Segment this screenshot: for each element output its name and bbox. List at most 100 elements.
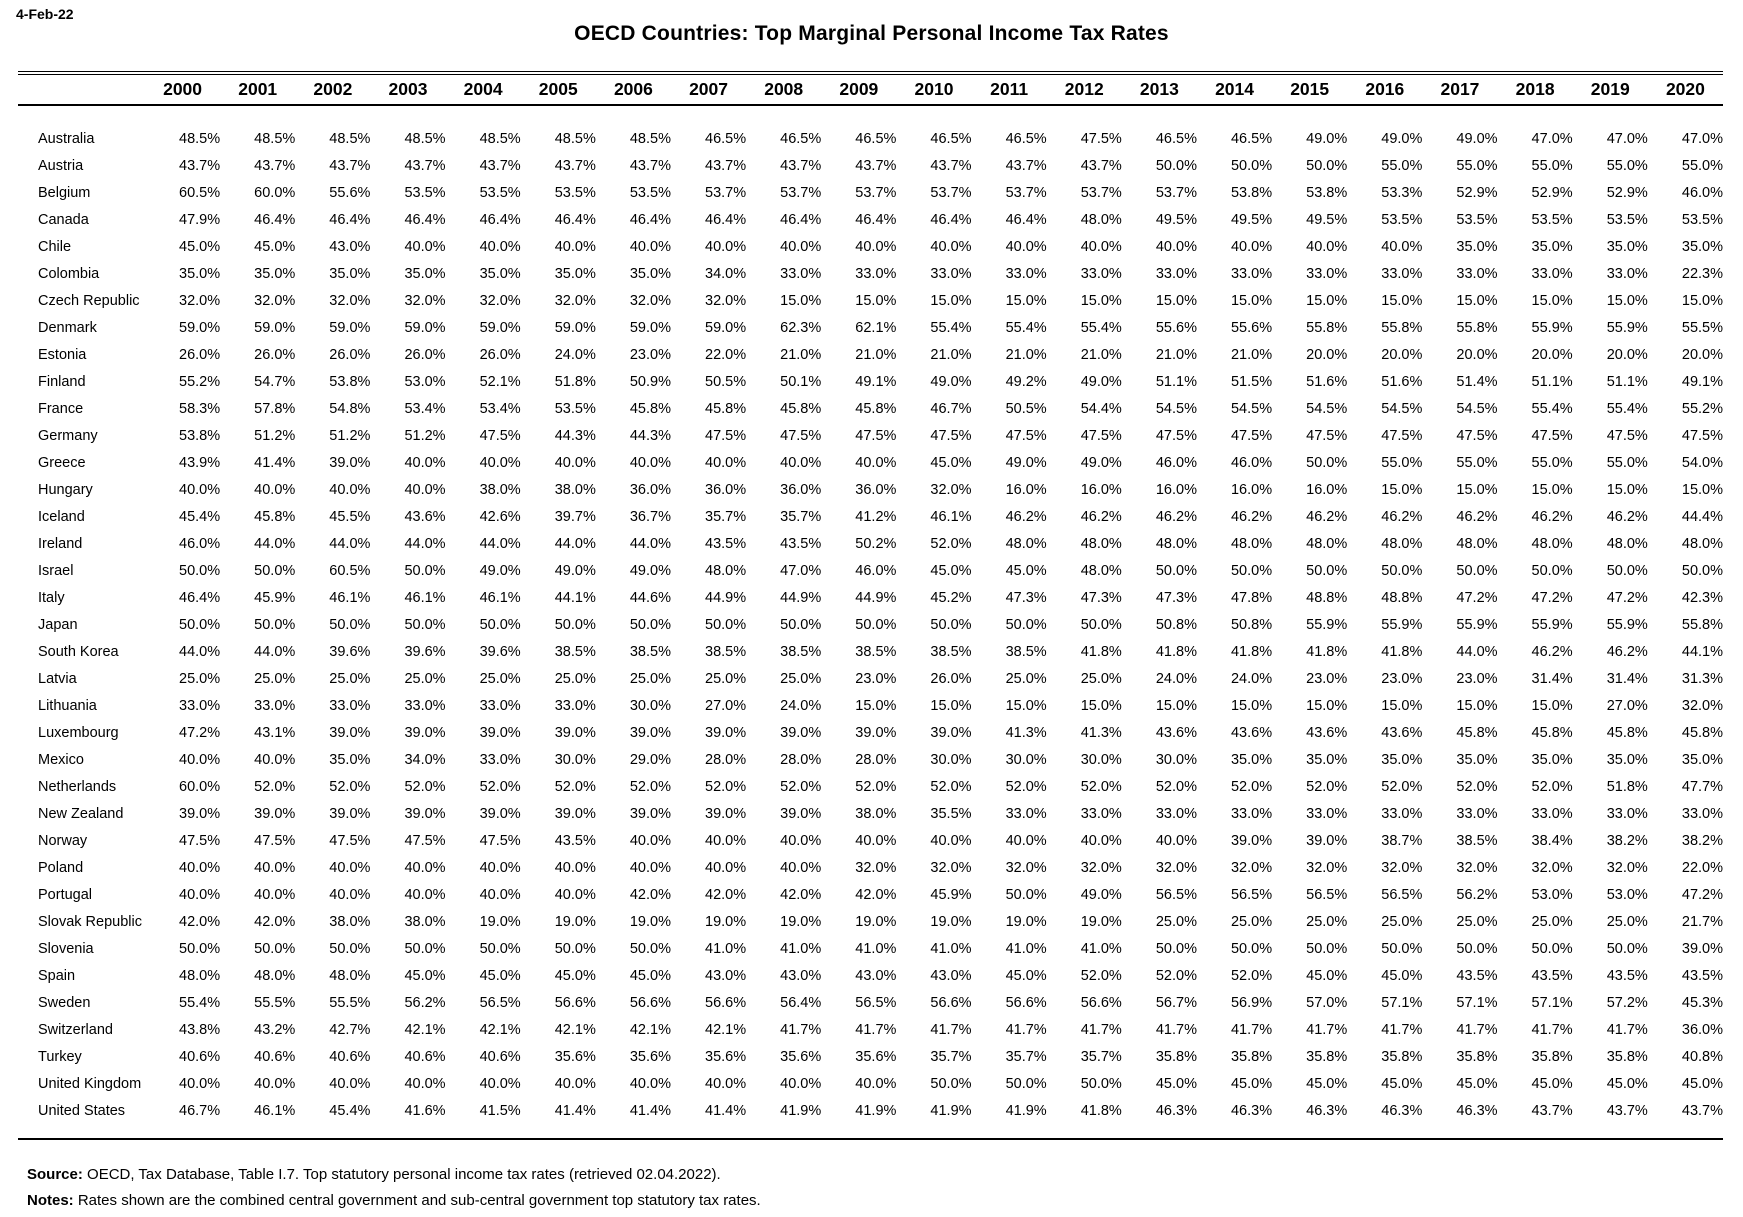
- rate-cell: 33.0%: [930, 266, 972, 282]
- rate-cell: 47.0%: [1606, 131, 1648, 147]
- rate-cell: 33.0%: [479, 752, 521, 768]
- rate-cell: 48.0%: [1681, 536, 1723, 552]
- rate-cell: 55.0%: [1381, 158, 1423, 174]
- table-row: Estonia 26.0% 26.0% 26.0% 26.0% 26.0% 24.0% 23.…: [18, 342, 1723, 369]
- rate-cell: 42.0%: [855, 887, 897, 903]
- rate-cell: 16.0%: [1306, 482, 1348, 498]
- rate-cell: 40.0%: [554, 887, 596, 903]
- rate-cell: 56.6%: [705, 995, 747, 1011]
- rate-cell: 50.8%: [1230, 617, 1273, 633]
- rate-cell: 47.5%: [479, 428, 521, 444]
- rate-cell: 46.2%: [1306, 509, 1348, 525]
- rate-cell: 38.5%: [554, 644, 596, 660]
- rate-cell: 55.8%: [1456, 320, 1498, 336]
- rate-cell: 54.5%: [1306, 401, 1348, 417]
- rate-cell: 53.0%: [1531, 887, 1573, 903]
- rate-cell: 42.0%: [705, 887, 747, 903]
- rate-cell: 56.6%: [554, 995, 596, 1011]
- rate-cell: 57.1%: [1381, 995, 1423, 1011]
- table-row: Mexico 40.0% 40.0% 35.0% 34.0% 33.0% 30.0% 29.0…: [18, 747, 1723, 774]
- rate-cell: 56.5%: [479, 995, 521, 1011]
- rate-cell: 16.0%: [1155, 482, 1197, 498]
- rate-cell: 48.8%: [1381, 590, 1423, 606]
- rate-cell: 50.0%: [629, 617, 671, 633]
- source-label: Source:: [27, 1166, 83, 1183]
- rate-cell: 39.0%: [629, 806, 671, 822]
- table-row: Denmark 59.0% 59.0% 59.0% 59.0% 59.0% 59.0% 59.…: [18, 315, 1723, 342]
- rate-cell: 54.5%: [1230, 401, 1273, 417]
- rate-cell: 46.3%: [1381, 1103, 1423, 1119]
- rate-cell: 41.7%: [930, 1022, 972, 1038]
- rate-cell: 45.3%: [1681, 995, 1723, 1011]
- rate-cell: 45.0%: [1531, 1076, 1573, 1092]
- rate-cell: 44.9%: [705, 590, 747, 606]
- rate-cell: 45.0%: [930, 563, 972, 579]
- rate-cell: 41.7%: [780, 1022, 822, 1038]
- rate-cell: 46.3%: [1230, 1103, 1273, 1119]
- rate-cell: 35.7%: [930, 1049, 972, 1065]
- rate-cell: 19.0%: [855, 914, 897, 930]
- rate-cell: 50.2%: [855, 536, 897, 552]
- rate-cell: 40.0%: [780, 833, 822, 849]
- rate-cell: 35.0%: [629, 266, 671, 282]
- rate-cell: 40.0%: [404, 239, 446, 255]
- rate-cell: 39.0%: [1230, 833, 1273, 849]
- rate-cell: 35.0%: [254, 266, 296, 282]
- rate-cell: 50.0%: [479, 617, 521, 633]
- rate-cell: 40.0%: [329, 1076, 371, 1092]
- rate-cell: 50.0%: [1080, 1076, 1122, 1092]
- rate-cell: 50.0%: [554, 617, 596, 633]
- rate-cell: 55.9%: [1456, 617, 1498, 633]
- rate-cell: 44.0%: [179, 644, 221, 660]
- rate-cell: 55.4%: [1005, 320, 1047, 336]
- rate-cell: 46.2%: [1456, 509, 1498, 525]
- rate-cell: 52.9%: [1531, 185, 1573, 201]
- rate-cell: 45.8%: [855, 401, 897, 417]
- rate-cell: 47.5%: [1531, 428, 1573, 444]
- rate-cell: 47.9%: [179, 212, 221, 228]
- rate-cell: 57.0%: [1306, 995, 1348, 1011]
- bottom-rule: [18, 1138, 1723, 1140]
- rate-cell: 25.0%: [705, 671, 747, 687]
- rate-cell: 40.6%: [254, 1049, 296, 1065]
- rate-cell: 50.0%: [1155, 158, 1197, 174]
- rate-cell: 32.0%: [705, 293, 747, 309]
- year-header-cell: 2017: [1422, 75, 1498, 106]
- rate-cell: 35.8%: [1531, 1049, 1573, 1065]
- rate-cell: 55.9%: [1306, 617, 1348, 633]
- rate-cell: 56.2%: [404, 995, 446, 1011]
- rate-cell: 50.9%: [629, 374, 671, 390]
- country-cell: Portugal: [38, 887, 93, 903]
- rate-cell: 53.8%: [1230, 185, 1273, 201]
- rate-cell: 41.7%: [1080, 1022, 1122, 1038]
- rate-cell: 39.0%: [479, 806, 521, 822]
- rate-cell: 40.0%: [554, 860, 596, 876]
- rate-cell: 40.0%: [479, 887, 521, 903]
- rate-cell: 52.0%: [404, 779, 446, 795]
- rate-cell: 15.0%: [1456, 698, 1498, 714]
- rate-cell: 46.2%: [1005, 509, 1047, 525]
- rate-cell: 32.0%: [554, 293, 596, 309]
- rate-cell: 48.0%: [1456, 536, 1498, 552]
- rate-cell: 15.0%: [1005, 698, 1047, 714]
- country-cell: Slovak Republic: [38, 914, 142, 930]
- rate-cell: 50.0%: [179, 563, 221, 579]
- table-row: South Korea 44.0% 44.0% 39.6% 39.6% 39.6% 38.5…: [18, 639, 1723, 666]
- rate-cell: 40.0%: [1005, 239, 1047, 255]
- rate-cell: 40.0%: [1080, 833, 1122, 849]
- rate-cell: 46.4%: [554, 212, 596, 228]
- rate-cell: 50.0%: [1456, 941, 1498, 957]
- rate-cell: 33.0%: [329, 698, 371, 714]
- rate-cell: 52.0%: [855, 779, 897, 795]
- rate-cell: 40.0%: [404, 482, 446, 498]
- rate-cell: 48.5%: [254, 131, 296, 147]
- rate-cell: 47.5%: [1381, 428, 1423, 444]
- rate-cell: 52.0%: [930, 779, 972, 795]
- rate-cell: 52.0%: [1080, 779, 1122, 795]
- rate-cell: 19.0%: [554, 914, 596, 930]
- rate-cell: 45.0%: [1306, 1076, 1348, 1092]
- rate-cell: 35.0%: [329, 752, 371, 768]
- rate-cell: 46.7%: [179, 1103, 221, 1119]
- rate-cell: 35.6%: [855, 1049, 897, 1065]
- rate-cell: 55.9%: [1606, 320, 1648, 336]
